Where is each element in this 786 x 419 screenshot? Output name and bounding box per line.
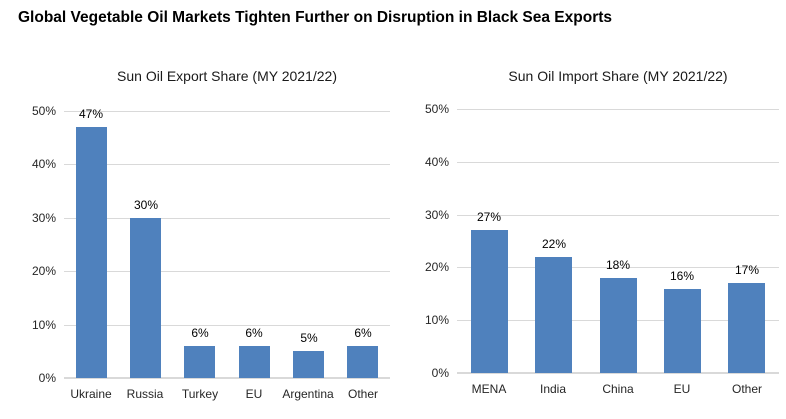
- x-category-label: Other: [731, 382, 762, 396]
- x-category-label: Russia: [126, 387, 164, 401]
- y-tick-label: 20%: [31, 264, 56, 278]
- y-tick-label: 10%: [31, 318, 56, 332]
- bar-other: [728, 283, 765, 373]
- bar-value-label: 6%: [191, 326, 209, 340]
- bar-eu: [239, 346, 270, 378]
- bar-value-label: 18%: [605, 258, 631, 272]
- bar-value-label: 5%: [300, 331, 318, 345]
- y-tick-label: 40%: [424, 155, 449, 169]
- bar-eu: [664, 289, 701, 373]
- export-share-chart: Sun Oil Export Share (MY 2021/22) 0% 10% 2…: [14, 58, 407, 418]
- gridline: [64, 325, 390, 326]
- x-category-label: China: [602, 382, 634, 396]
- gridline: [457, 109, 779, 110]
- bar-india: [535, 257, 572, 373]
- gridline: [457, 267, 779, 268]
- bar-value-label: 17%: [734, 263, 760, 277]
- bar-value-label: 30%: [133, 198, 159, 212]
- y-tick-label: 50%: [424, 102, 449, 116]
- y-tick-label: 40%: [31, 157, 56, 171]
- y-tick-label: 0%: [38, 371, 56, 385]
- x-category-label: Turkey: [181, 387, 219, 401]
- x-category-label: Ukraine: [70, 387, 112, 401]
- x-category-label: Argentina: [282, 387, 334, 401]
- gridline: [64, 164, 390, 165]
- gridline: [64, 111, 390, 112]
- x-category-label: Other: [347, 387, 378, 401]
- gridline: [457, 215, 779, 216]
- plot-area: [457, 109, 779, 374]
- bar-value-label: 16%: [669, 269, 695, 283]
- bar-argentina: [293, 351, 324, 378]
- x-axis-line: [457, 372, 779, 374]
- bar-value-label: 27%: [476, 210, 502, 224]
- x-axis-line: [64, 377, 390, 379]
- import-share-chart: Sun Oil Import Share (MY 2021/22) 0% 10% 2…: [407, 58, 786, 418]
- x-category-label: MENA: [471, 382, 507, 396]
- bar-value-label: 6%: [245, 326, 263, 340]
- gridline: [64, 271, 390, 272]
- gridline: [64, 218, 390, 219]
- bar-russia: [130, 218, 161, 378]
- y-tick-label: 10%: [424, 313, 449, 327]
- y-tick-label: 30%: [31, 211, 56, 225]
- chart-title-export: Sun Oil Export Share (MY 2021/22): [117, 68, 337, 84]
- bar-value-label: 47%: [78, 107, 104, 121]
- bar-ukraine: [76, 127, 107, 378]
- y-tick-label: 30%: [424, 208, 449, 222]
- bar-other: [347, 346, 378, 378]
- page-title: Global Vegetable Oil Markets Tighten Fur…: [18, 9, 613, 26]
- x-category-label: EU: [245, 387, 263, 401]
- bar-mena: [471, 230, 508, 373]
- plot-area: [64, 111, 390, 379]
- y-tick-label: 20%: [424, 260, 449, 274]
- y-tick-label: 50%: [31, 104, 56, 118]
- bar-value-label: 6%: [354, 326, 372, 340]
- chart-title-import: Sun Oil Import Share (MY 2021/22): [508, 68, 728, 84]
- gridline: [457, 162, 779, 163]
- bar-china: [600, 278, 637, 373]
- bar-value-label: 22%: [541, 237, 567, 251]
- y-tick-label: 0%: [431, 366, 449, 380]
- x-category-label: India: [539, 382, 567, 396]
- bar-turkey: [184, 346, 215, 378]
- x-category-label: EU: [673, 382, 691, 396]
